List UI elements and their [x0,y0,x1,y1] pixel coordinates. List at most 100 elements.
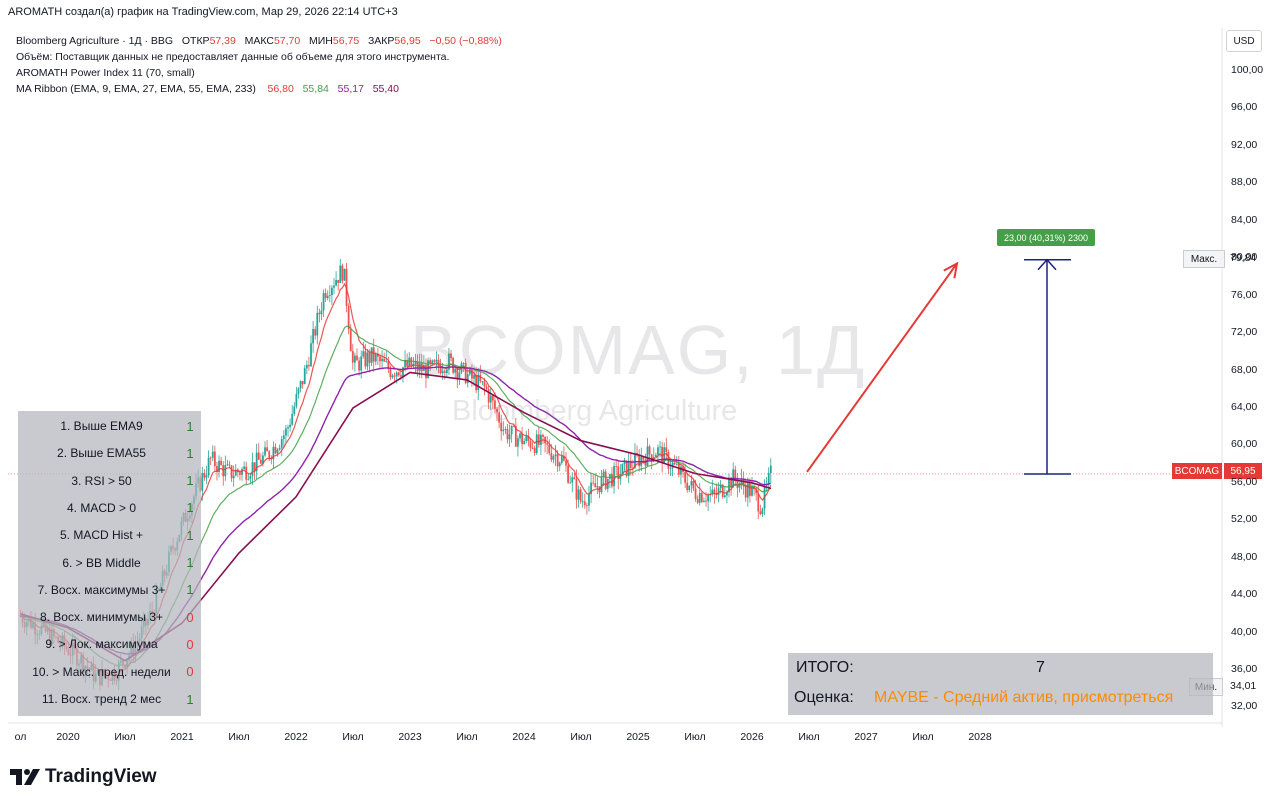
candle-body [278,447,281,450]
checklist-item-value: 0 [186,664,194,680]
candle-body [351,351,354,363]
candle-body [694,488,697,499]
candle-body [746,482,749,498]
candle-body [328,295,331,296]
candle-body [297,388,300,394]
candle-body [535,434,538,454]
candle-body [577,489,580,500]
candle-body [414,361,417,364]
candle-body [736,480,739,488]
checklist-item-label: 2. Выше EMA55 [57,446,146,461]
checklist-item: 2. Выше EMA55 1 [18,440,201,466]
checklist-item-value: 0 [186,609,194,625]
candle-body [596,486,599,488]
tradingview-logo[interactable]: TradingView [10,766,157,788]
measure-arrow-head [1037,258,1057,271]
candle-body [673,462,676,465]
max-tag-label: Макс. [1183,250,1225,268]
candle-body [335,279,337,286]
candle-body [282,435,285,440]
x-tick-label: Июл [912,731,934,743]
max-tag-value: 79,84 [1230,252,1257,264]
indicator-ma-ribbon[interactable]: MA Ribbon (EMA, 9, EMA, 27, EMA, 55, EMA… [16,81,502,97]
total-value: 7 [1036,659,1045,676]
candle-body [347,305,350,330]
candle-body [305,365,308,369]
candle-body [450,353,452,358]
candle-body [331,287,333,296]
currency-button[interactable]: USD [1226,30,1262,52]
candle-body [698,492,701,503]
candle-body [496,408,498,413]
checklist-item: 6. > BB Middle 1 [18,550,201,576]
candle-body [692,480,695,489]
candle-body [523,441,526,445]
candle-body [638,455,641,467]
candle-body [445,369,448,373]
candle-body [594,483,597,488]
candle-body [228,464,231,466]
candle-body [466,374,469,384]
symbol-line[interactable]: Bloomberg Agriculture · 1Д · BBG [16,35,174,47]
candle-body [473,374,475,379]
checklist-item-label: 9. > Лок. максимума [45,637,158,652]
x-tick-label: 2025 [626,731,650,743]
candle-body [759,511,762,515]
x-tick-label: Июл [570,731,592,743]
candle-body [487,389,490,403]
candle-body [239,472,241,475]
candle-body [611,473,613,487]
candle-body [525,435,528,442]
y-tick-label: 60,00 [1231,438,1258,451]
y-tick-label: 72,00 [1231,326,1258,339]
candle-body [253,462,256,472]
x-tick-label: 2021 [170,731,194,743]
candle-body [506,429,509,440]
candle-body [356,355,358,361]
candle-body [665,447,668,452]
candle-body [627,460,630,477]
x-tick-label: Июл [342,731,364,743]
candle-body [494,400,496,409]
candle-body [360,356,363,371]
y-tick-label: 56,00 [1231,475,1258,488]
candle-body [642,456,645,460]
y-tick-label: 64,00 [1231,400,1258,413]
candle-body [322,293,325,311]
candle-body [429,360,432,365]
candle-body [654,454,657,457]
candle-body [314,329,317,336]
indicator-power-index[interactable]: AROMATH Power Index 11 (70, small) [16,67,195,79]
candle-body [389,369,392,378]
candle-body [249,475,252,480]
candle-body [675,464,678,465]
x-tick-label: ол [14,731,27,743]
x-tick-label: Июл [114,731,136,743]
ribbon-value-ema55: 55,17 [337,83,364,95]
candle-body [634,453,636,469]
candle-body [556,454,559,467]
y-tick-label: 92,00 [1231,138,1258,151]
candle-body [521,433,523,445]
checklist-item: 8. Восх. минимумы 3+ 0 [18,604,201,630]
x-tick-label: 2027 [854,731,878,743]
candle-body [723,495,726,497]
candle-body [728,478,730,493]
candle-body [669,468,672,470]
candle-body [224,465,227,477]
candle-body [751,486,753,496]
candle-body [477,374,480,391]
candle-body [621,463,624,474]
candle-body [483,381,486,387]
candle-body [554,454,557,457]
candle-body [395,372,398,377]
candle-body [579,489,582,502]
candle-body [341,265,344,281]
candle-body [425,365,427,379]
checklist-item-label: 7. Восх. максимумы 3+ [37,582,166,597]
candle-body [552,456,555,460]
candle-body [320,310,323,315]
candle-body [504,429,507,430]
open-label: ОТКР [181,35,210,47]
